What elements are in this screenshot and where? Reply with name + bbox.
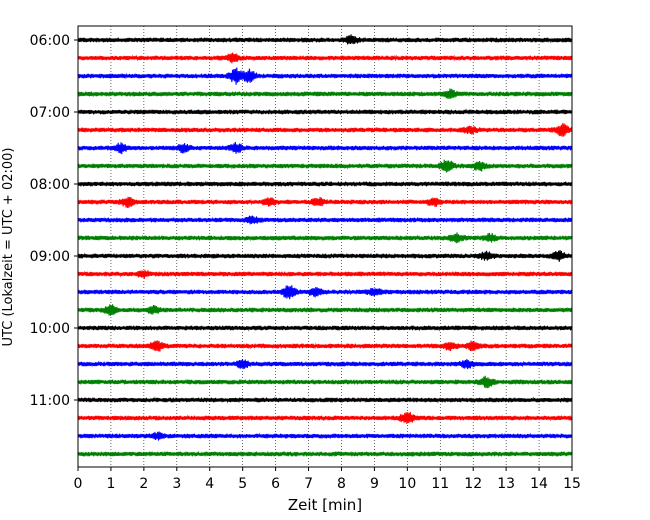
x-axis-label: Zeit [min] [288, 496, 362, 514]
x-tick-label-14: 14 [530, 476, 548, 492]
x-tick-label-0: 0 [74, 476, 83, 492]
trace-0600 [77, 34, 573, 45]
trace-1100 [77, 396, 573, 404]
trace-1015 [77, 340, 573, 352]
trace-0845 [77, 232, 573, 244]
x-tick-label-7: 7 [304, 476, 313, 492]
trace-0900 [77, 249, 573, 262]
x-tick-label-4: 4 [205, 476, 214, 492]
x-tick-label-13: 13 [497, 476, 515, 492]
trace-0630 [77, 67, 573, 85]
trace-1130 [77, 431, 573, 441]
x-tick-label-8: 8 [337, 476, 346, 492]
x-tick-label-5: 5 [238, 476, 247, 492]
y-tick-label-0700: 07:00 [30, 105, 70, 121]
trace-1115 [77, 412, 573, 424]
trace-1000 [77, 325, 573, 332]
trace-0945 [77, 304, 573, 316]
plot-frame [77, 25, 573, 468]
y-axis-label: UTC (Lokalzeit = UTC + 02:00) [1, 148, 16, 347]
x-tick-label-11: 11 [431, 476, 449, 492]
y-tick-label-0800: 08:00 [30, 177, 70, 193]
trace-0800 [77, 180, 573, 187]
trace-1045 [77, 375, 573, 389]
trace-0715 [77, 122, 573, 137]
x-tick-label-9: 9 [370, 476, 379, 492]
trace-0830 [77, 215, 573, 225]
trace-0915 [77, 269, 573, 279]
x-tick-label-6: 6 [271, 476, 280, 492]
x-tick-label-12: 12 [464, 476, 482, 492]
x-tick-label-15: 15 [563, 476, 581, 492]
trace-0645 [77, 88, 573, 99]
trace-0745 [77, 159, 573, 173]
trace-1145 [77, 450, 573, 457]
x-tick-label-10: 10 [398, 476, 416, 492]
x-tick-label-2: 2 [139, 476, 148, 492]
y-tick-label-0900: 09:00 [30, 249, 70, 265]
trace-1030 [77, 359, 573, 370]
y-tick-label-1100: 11:00 [30, 393, 70, 409]
trace-0615 [77, 52, 573, 64]
x-tick-label-1: 1 [106, 476, 115, 492]
seismic-traces [77, 34, 573, 457]
x-tick-label-3: 3 [172, 476, 181, 492]
x-axis-ticks: 0 1 2 3 4 5 6 7 8 9 10 11 12 13 14 15 [74, 467, 581, 492]
y-tick-label-1000: 10:00 [30, 321, 70, 337]
trace-0700 [77, 108, 573, 115]
trace-0930 [77, 285, 573, 300]
y-axis-ticks: 06:00 07:00 08:00 09:00 10:00 11:00 [30, 33, 78, 409]
trace-0730 [77, 141, 573, 155]
trace-0815 [77, 196, 573, 208]
y-tick-label-0600: 06:00 [30, 33, 70, 49]
